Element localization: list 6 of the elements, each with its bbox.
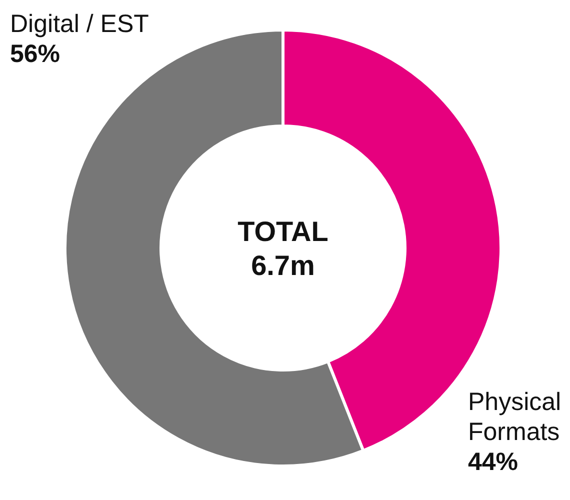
text: 6.7m <box>251 250 315 281</box>
slice-label: Digital / EST <box>10 10 149 38</box>
data-label: 44% <box>468 448 518 476</box>
slice-label: Physical Formats <box>468 388 562 446</box>
text: TOTAL <box>238 216 328 247</box>
data-label: 56% <box>10 40 60 68</box>
